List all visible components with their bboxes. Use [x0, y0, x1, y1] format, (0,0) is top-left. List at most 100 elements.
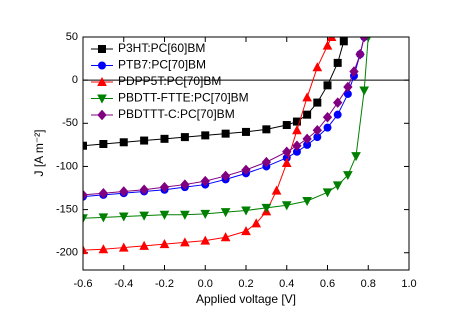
legend-label: PTB7:PC[70]BM: [118, 58, 206, 72]
data-point: [98, 187, 109, 199]
y-tick-label: -150: [56, 203, 78, 215]
data-point: [302, 196, 312, 207]
data-point: [99, 140, 108, 149]
x-tick-label: 0.4: [279, 278, 294, 290]
data-point: [200, 175, 210, 187]
data-point: [83, 214, 88, 224]
y-tick-label: -50: [62, 117, 78, 129]
legend-label: PDPP5T:PC[70]BM: [118, 74, 221, 88]
legend-marker: [97, 76, 107, 86]
data-point: [302, 133, 312, 145]
data-point: [333, 58, 342, 67]
y-tick-label: 50: [66, 31, 78, 43]
x-tick-label: 0.6: [320, 278, 335, 290]
data-point: [333, 110, 342, 119]
legend-marker: [97, 94, 107, 104]
x-tick-label: 1.0: [401, 278, 416, 290]
data-point: [313, 98, 322, 107]
data-point: [312, 62, 323, 72]
data-point: [262, 125, 271, 134]
data-point: [251, 218, 262, 228]
data-point: [302, 92, 312, 102]
x-tick-label: -0.6: [74, 278, 93, 290]
data-point: [312, 124, 322, 136]
data-point: [281, 157, 292, 167]
data-point: [271, 185, 282, 195]
data-point: [220, 208, 231, 218]
data-point: [332, 181, 343, 191]
data-point: [159, 181, 170, 193]
data-point: [221, 129, 230, 138]
data-point: [200, 209, 211, 219]
data-point: [349, 66, 359, 77]
data-point: [180, 210, 190, 220]
x-tick-label: 0.0: [198, 278, 213, 290]
legend-label: P3HT:PC[60]BM: [118, 41, 205, 55]
plot-area: [83, 37, 371, 255]
data-point: [160, 134, 169, 143]
data-point: [261, 203, 272, 213]
data-point: [83, 245, 88, 255]
x-axis-label: Applied voltage [V]: [196, 292, 296, 306]
data-point: [159, 239, 170, 249]
data-point: [343, 171, 353, 181]
data-point: [323, 81, 332, 90]
data-point: [303, 110, 312, 119]
data-point: [220, 232, 231, 242]
data-point: [292, 125, 302, 135]
data-point: [292, 140, 302, 151]
data-point: [322, 40, 333, 50]
data-point: [323, 123, 332, 132]
y-tick-label: -200: [56, 247, 78, 259]
data-point: [118, 212, 129, 222]
data-point: [200, 235, 211, 245]
legend-marker: [98, 61, 106, 70]
data-point: [180, 237, 190, 247]
data-point: [339, 37, 348, 46]
data-point: [333, 97, 343, 108]
data-point: [98, 213, 109, 223]
data-point: [119, 138, 128, 147]
x-tick-label: -0.4: [114, 278, 133, 290]
data-point: [343, 81, 353, 93]
plot-frame: [82, 36, 410, 271]
data-point: [83, 189, 88, 201]
y-tick-label: -100: [56, 160, 78, 172]
data-point: [180, 133, 189, 142]
y-axis-label: J [A m⁻²]: [32, 129, 46, 176]
data-point: [118, 242, 129, 252]
data-point: [159, 210, 170, 220]
x-tick-label: -0.2: [155, 278, 174, 290]
legend-label: PBDTTT-C:PC[70]BM: [118, 107, 235, 121]
data-point: [98, 244, 109, 254]
legend-marker: [97, 109, 107, 121]
data-point: [261, 156, 272, 168]
data-point: [139, 211, 149, 221]
data-point: [242, 127, 250, 136]
legend-marker: [98, 45, 106, 53]
data-point: [282, 146, 292, 158]
data-point: [140, 136, 149, 145]
data-point: [201, 131, 210, 140]
data-point: [220, 170, 231, 182]
data-point: [359, 37, 369, 43]
y-tick-label: 0: [72, 74, 78, 86]
x-tick-label: 0.8: [361, 278, 376, 290]
data-point: [355, 49, 365, 60]
data-point: [241, 226, 251, 236]
data-point: [180, 179, 190, 190]
data-point: [139, 240, 149, 250]
x-tick-label: 0.2: [238, 278, 253, 290]
data-point: [83, 141, 87, 150]
data-point: [292, 117, 301, 126]
data-point: [322, 112, 333, 123]
data-point: [351, 152, 361, 162]
data-point: [326, 37, 337, 41]
series-line: [83, 37, 333, 251]
data-point: [359, 86, 370, 96]
data-point: [322, 188, 333, 198]
data-point: [119, 186, 129, 197]
data-point: [139, 184, 149, 195]
data-point: [281, 201, 292, 211]
